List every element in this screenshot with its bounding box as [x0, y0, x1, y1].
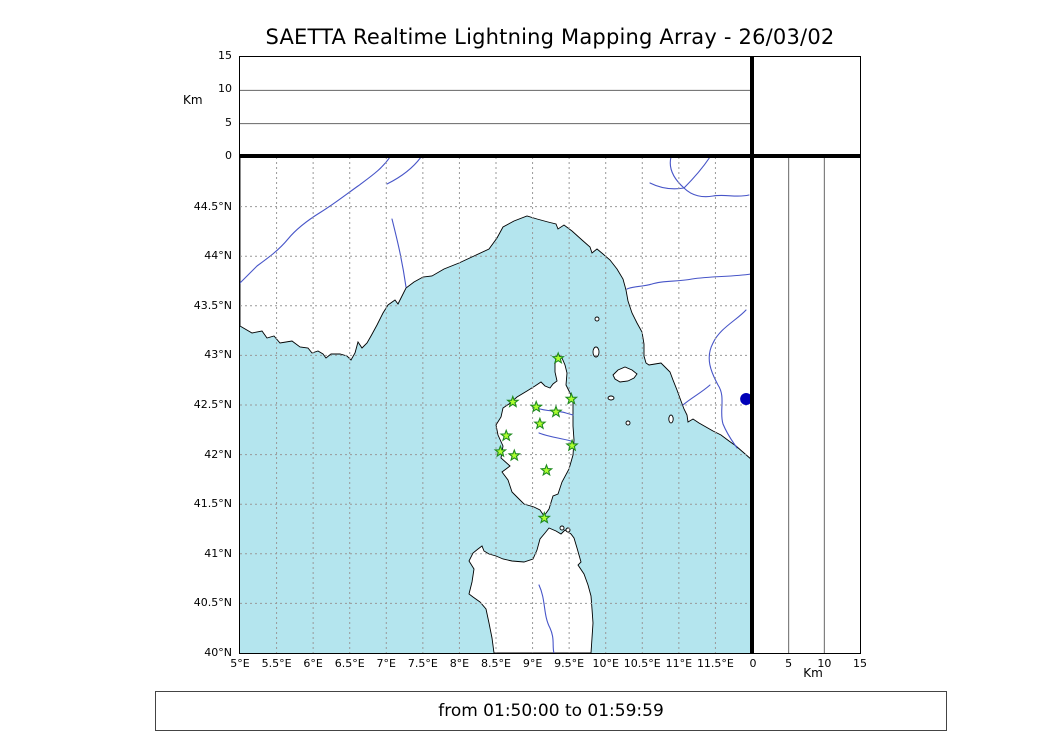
lat-tick-label: 41°N: [204, 546, 232, 560]
river: [683, 187, 750, 198]
km-tick-label: 15: [853, 657, 867, 670]
lon-tick-label: 5°E: [230, 657, 250, 670]
corner-panel: [752, 56, 861, 158]
lat-tick-label: 43°N: [204, 348, 232, 362]
alt-tick-label: 0: [225, 149, 232, 162]
altitude-lat-plot: [788, 157, 825, 653]
river: [708, 309, 747, 449]
lat-tick-label: 43.5°N: [193, 298, 232, 312]
river: [538, 432, 572, 442]
lon-tick-label: 7°E: [376, 657, 396, 670]
lon-tick-label: 6°E: [303, 657, 323, 670]
lon-tick-label: 10°E: [592, 657, 619, 670]
status-bar: from 01:50:00 to 01:59:59: [155, 691, 947, 731]
lat-tick-label: 41.5°N: [193, 497, 232, 511]
altitude-lon-plot: [240, 89, 752, 125]
river: [683, 157, 711, 189]
gorgona-island: [594, 316, 600, 322]
frame-divider-horizontal: [239, 154, 861, 158]
alt-tick-label: 15: [218, 49, 232, 62]
lat-tick-label: 44°N: [204, 249, 232, 263]
station-marker: [539, 463, 554, 477]
station-marker: [533, 416, 547, 430]
lon-tick-label: 8.5°E: [481, 657, 511, 670]
altitude-lat-panel: [752, 156, 861, 654]
pianosa-island: [607, 395, 615, 401]
km-tick-label: 10: [817, 657, 832, 670]
station-marker: [507, 448, 521, 462]
station-marker: [493, 444, 508, 458]
lat-tick-label: 42.5°N: [193, 398, 232, 411]
station-marker: [551, 351, 565, 365]
elba-island: [612, 366, 638, 383]
sardinia: [468, 527, 594, 653]
giglio-island: [668, 414, 674, 424]
km-tick-label: 0: [749, 657, 757, 670]
river: [391, 218, 407, 288]
lon-tick-label: 11.5°E: [696, 657, 734, 670]
lon-tick-label: 7.5°E: [407, 657, 438, 670]
lon-tick-label: 8°E: [449, 657, 470, 670]
maddalena-island: [559, 525, 565, 531]
lat-tick-label: 40°N: [204, 646, 232, 659]
frame-divider-vertical: [750, 56, 754, 654]
altitude-axis-label-bottom: Km: [803, 666, 823, 680]
station-marker: [565, 438, 579, 452]
lon-tick-label: 10.5°E: [623, 657, 661, 670]
lat-tick-label: 40.5°N: [193, 596, 232, 610]
river: [386, 157, 422, 185]
alt-tick-label: 5: [225, 115, 232, 129]
river: [669, 157, 685, 189]
lon-tick-label: 9°E: [522, 657, 543, 670]
station-marker: [506, 394, 520, 408]
lon-tick-label: 11°E: [665, 657, 693, 670]
altitude-axis-label-top: Km: [183, 93, 203, 107]
mainland-coast: [240, 157, 752, 461]
rivers: [240, 157, 752, 653]
lon-tick-label: 5.5°E: [261, 657, 292, 670]
km-tick-label: 5: [785, 657, 793, 670]
river: [626, 273, 752, 290]
river: [682, 384, 711, 406]
lon-tick-label: 9.5°E: [554, 657, 585, 670]
figure-title: SAETTA Realtime Lightning Mapping Array …: [265, 25, 835, 49]
lon-tick-label: 6.5°E: [334, 657, 365, 670]
station-marker: [537, 511, 551, 524]
altitude-lon-panel: [239, 56, 753, 158]
station-marker: [549, 404, 563, 418]
station-marker: [529, 399, 544, 413]
station-marker: [499, 428, 514, 442]
alt-tick-label: 10: [218, 82, 232, 96]
event-marker: [740, 393, 752, 406]
map-panel: [239, 156, 753, 654]
map-dynamic-layer: [240, 157, 752, 653]
map: [240, 157, 752, 653]
montecristo-island: [625, 420, 631, 426]
river: [538, 584, 555, 653]
capraia-island: [592, 346, 600, 358]
river: [240, 157, 391, 284]
lat-tick-label: 44.5°N: [193, 199, 232, 213]
station-marker: [564, 391, 579, 405]
river: [649, 182, 685, 190]
lat-tick-label: 42°N: [204, 447, 232, 461]
